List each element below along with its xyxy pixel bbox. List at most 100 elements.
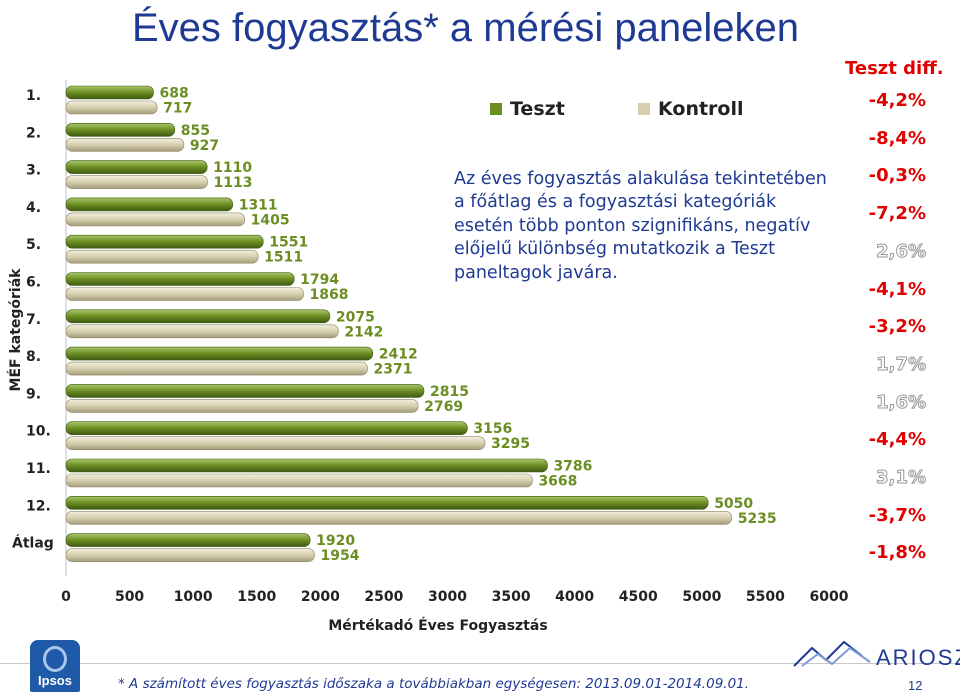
bar-kontroll [65, 100, 158, 115]
data-label: 3295 [491, 436, 530, 452]
diff-value: 3,1% [876, 467, 927, 489]
bar-teszt [65, 234, 264, 249]
category-label: 1. [26, 88, 41, 104]
bar-teszt [65, 160, 208, 174]
diff-value: -4,4% [868, 429, 926, 451]
data-label: 1405 [251, 212, 290, 228]
x-tick-label: 6000 [810, 589, 849, 605]
ariosz-logo: ARIOSZ [876, 645, 960, 670]
bar-kontroll [65, 436, 486, 451]
category-label: 5. [26, 237, 41, 253]
legend-swatch-kontroll [638, 103, 650, 115]
legend-item-teszt: Teszt [490, 98, 565, 120]
data-label: 1551 [269, 235, 308, 251]
ariosz-mark-icon [793, 640, 871, 667]
bar-kontroll [65, 249, 259, 264]
bar-kontroll [65, 324, 339, 339]
bar-teszt [65, 421, 468, 436]
bar-teszt [65, 533, 311, 547]
bar-kontroll [65, 399, 419, 413]
legend-item-kontroll: Kontroll [638, 98, 744, 120]
bar-teszt [65, 458, 548, 473]
bar-kontroll [65, 287, 304, 301]
bar-kontroll [65, 212, 245, 227]
data-label: 1920 [316, 533, 355, 549]
data-label: 855 [181, 123, 210, 139]
x-tick-label: 1500 [237, 589, 276, 605]
diff-header: Teszt diff. [845, 58, 944, 79]
data-label: 1868 [310, 287, 349, 303]
data-label: 2142 [344, 324, 383, 340]
category-label: Átlag [12, 535, 54, 552]
bar-teszt [65, 495, 709, 510]
data-label: 1311 [239, 197, 278, 213]
footnote: * A számított éves fogyasztás időszaka a… [118, 676, 750, 692]
x-tick-label: 4000 [555, 589, 594, 605]
diff-value: -4,1% [868, 278, 926, 300]
ipsos-logo: Ipsos [30, 640, 80, 692]
x-tick-label: 2500 [364, 589, 403, 605]
x-tick-label: 5500 [746, 589, 785, 605]
data-label: 3668 [538, 474, 577, 490]
bar-teszt [65, 85, 154, 100]
x-tick-label: 3500 [492, 589, 531, 605]
data-label: 3156 [473, 421, 512, 437]
diff-value: -3,2% [868, 316, 926, 338]
data-label: 2769 [424, 399, 463, 415]
category-label: 4. [26, 200, 41, 216]
bar-teszt [65, 272, 295, 286]
bar-teszt [65, 123, 176, 137]
category-label: 7. [26, 312, 41, 328]
page-title: Éves fogyasztás* a mérési paneleken [132, 6, 800, 50]
diff-value: 1,6% [876, 391, 927, 413]
category-label: 10. [26, 424, 51, 440]
bar-kontroll [65, 175, 208, 189]
globe-icon [43, 646, 67, 672]
diff-value: 1,7% [876, 353, 927, 375]
legend-label-teszt: Teszt [510, 98, 565, 120]
bar-kontroll [65, 510, 733, 525]
data-label: 1113 [214, 175, 253, 191]
data-label: 688 [159, 86, 188, 102]
data-label: 2371 [374, 362, 413, 378]
category-label: 3. [26, 163, 41, 179]
category-label: 8. [26, 349, 41, 365]
bar-kontroll [65, 138, 185, 152]
data-label: 5235 [738, 511, 777, 527]
footer-divider [0, 663, 960, 664]
annotation-text: Az éves fogyasztás alakulása tekintetébe… [454, 169, 827, 283]
legend-swatch-teszt [490, 103, 502, 115]
category-label: 11. [26, 461, 51, 477]
category-label: 2. [26, 125, 41, 141]
category-label: 9. [26, 386, 41, 402]
bar-teszt [65, 384, 425, 398]
diff-value: -1,8% [868, 542, 926, 564]
x-tick-label: 0 [61, 589, 71, 605]
x-tick-label: 2000 [301, 589, 340, 605]
bar-teszt [65, 346, 374, 361]
bar-kontroll [65, 361, 368, 376]
data-label: 2075 [336, 309, 375, 325]
bar-teszt [65, 197, 234, 212]
diff-value: -8,4% [868, 127, 926, 149]
data-label: 1511 [264, 250, 303, 266]
x-tick-label: 5000 [682, 589, 721, 605]
ipsos-logo-text: Ipsos [38, 673, 72, 688]
data-label: 717 [163, 101, 192, 117]
x-tick-label: 1000 [174, 589, 213, 605]
diff-value: -7,2% [868, 203, 926, 225]
y-axis-label: MÉF kategóriák [7, 268, 24, 392]
page-number: 12 [908, 678, 923, 693]
bar-teszt [65, 309, 331, 324]
diff-value: -0,3% [868, 165, 926, 187]
bar-kontroll [65, 473, 533, 488]
category-label: 6. [26, 275, 41, 291]
category-label: 12. [26, 498, 51, 514]
x-tick-label: 4500 [619, 589, 658, 605]
bar-kontroll [65, 548, 315, 562]
diff-value: -4,2% [868, 90, 926, 111]
x-axis-label: Mértékadó Éves Fogyasztás [328, 617, 547, 634]
data-label: 1110 [213, 160, 252, 176]
legend-label-kontroll: Kontroll [658, 98, 744, 120]
x-tick-label: 3000 [428, 589, 467, 605]
